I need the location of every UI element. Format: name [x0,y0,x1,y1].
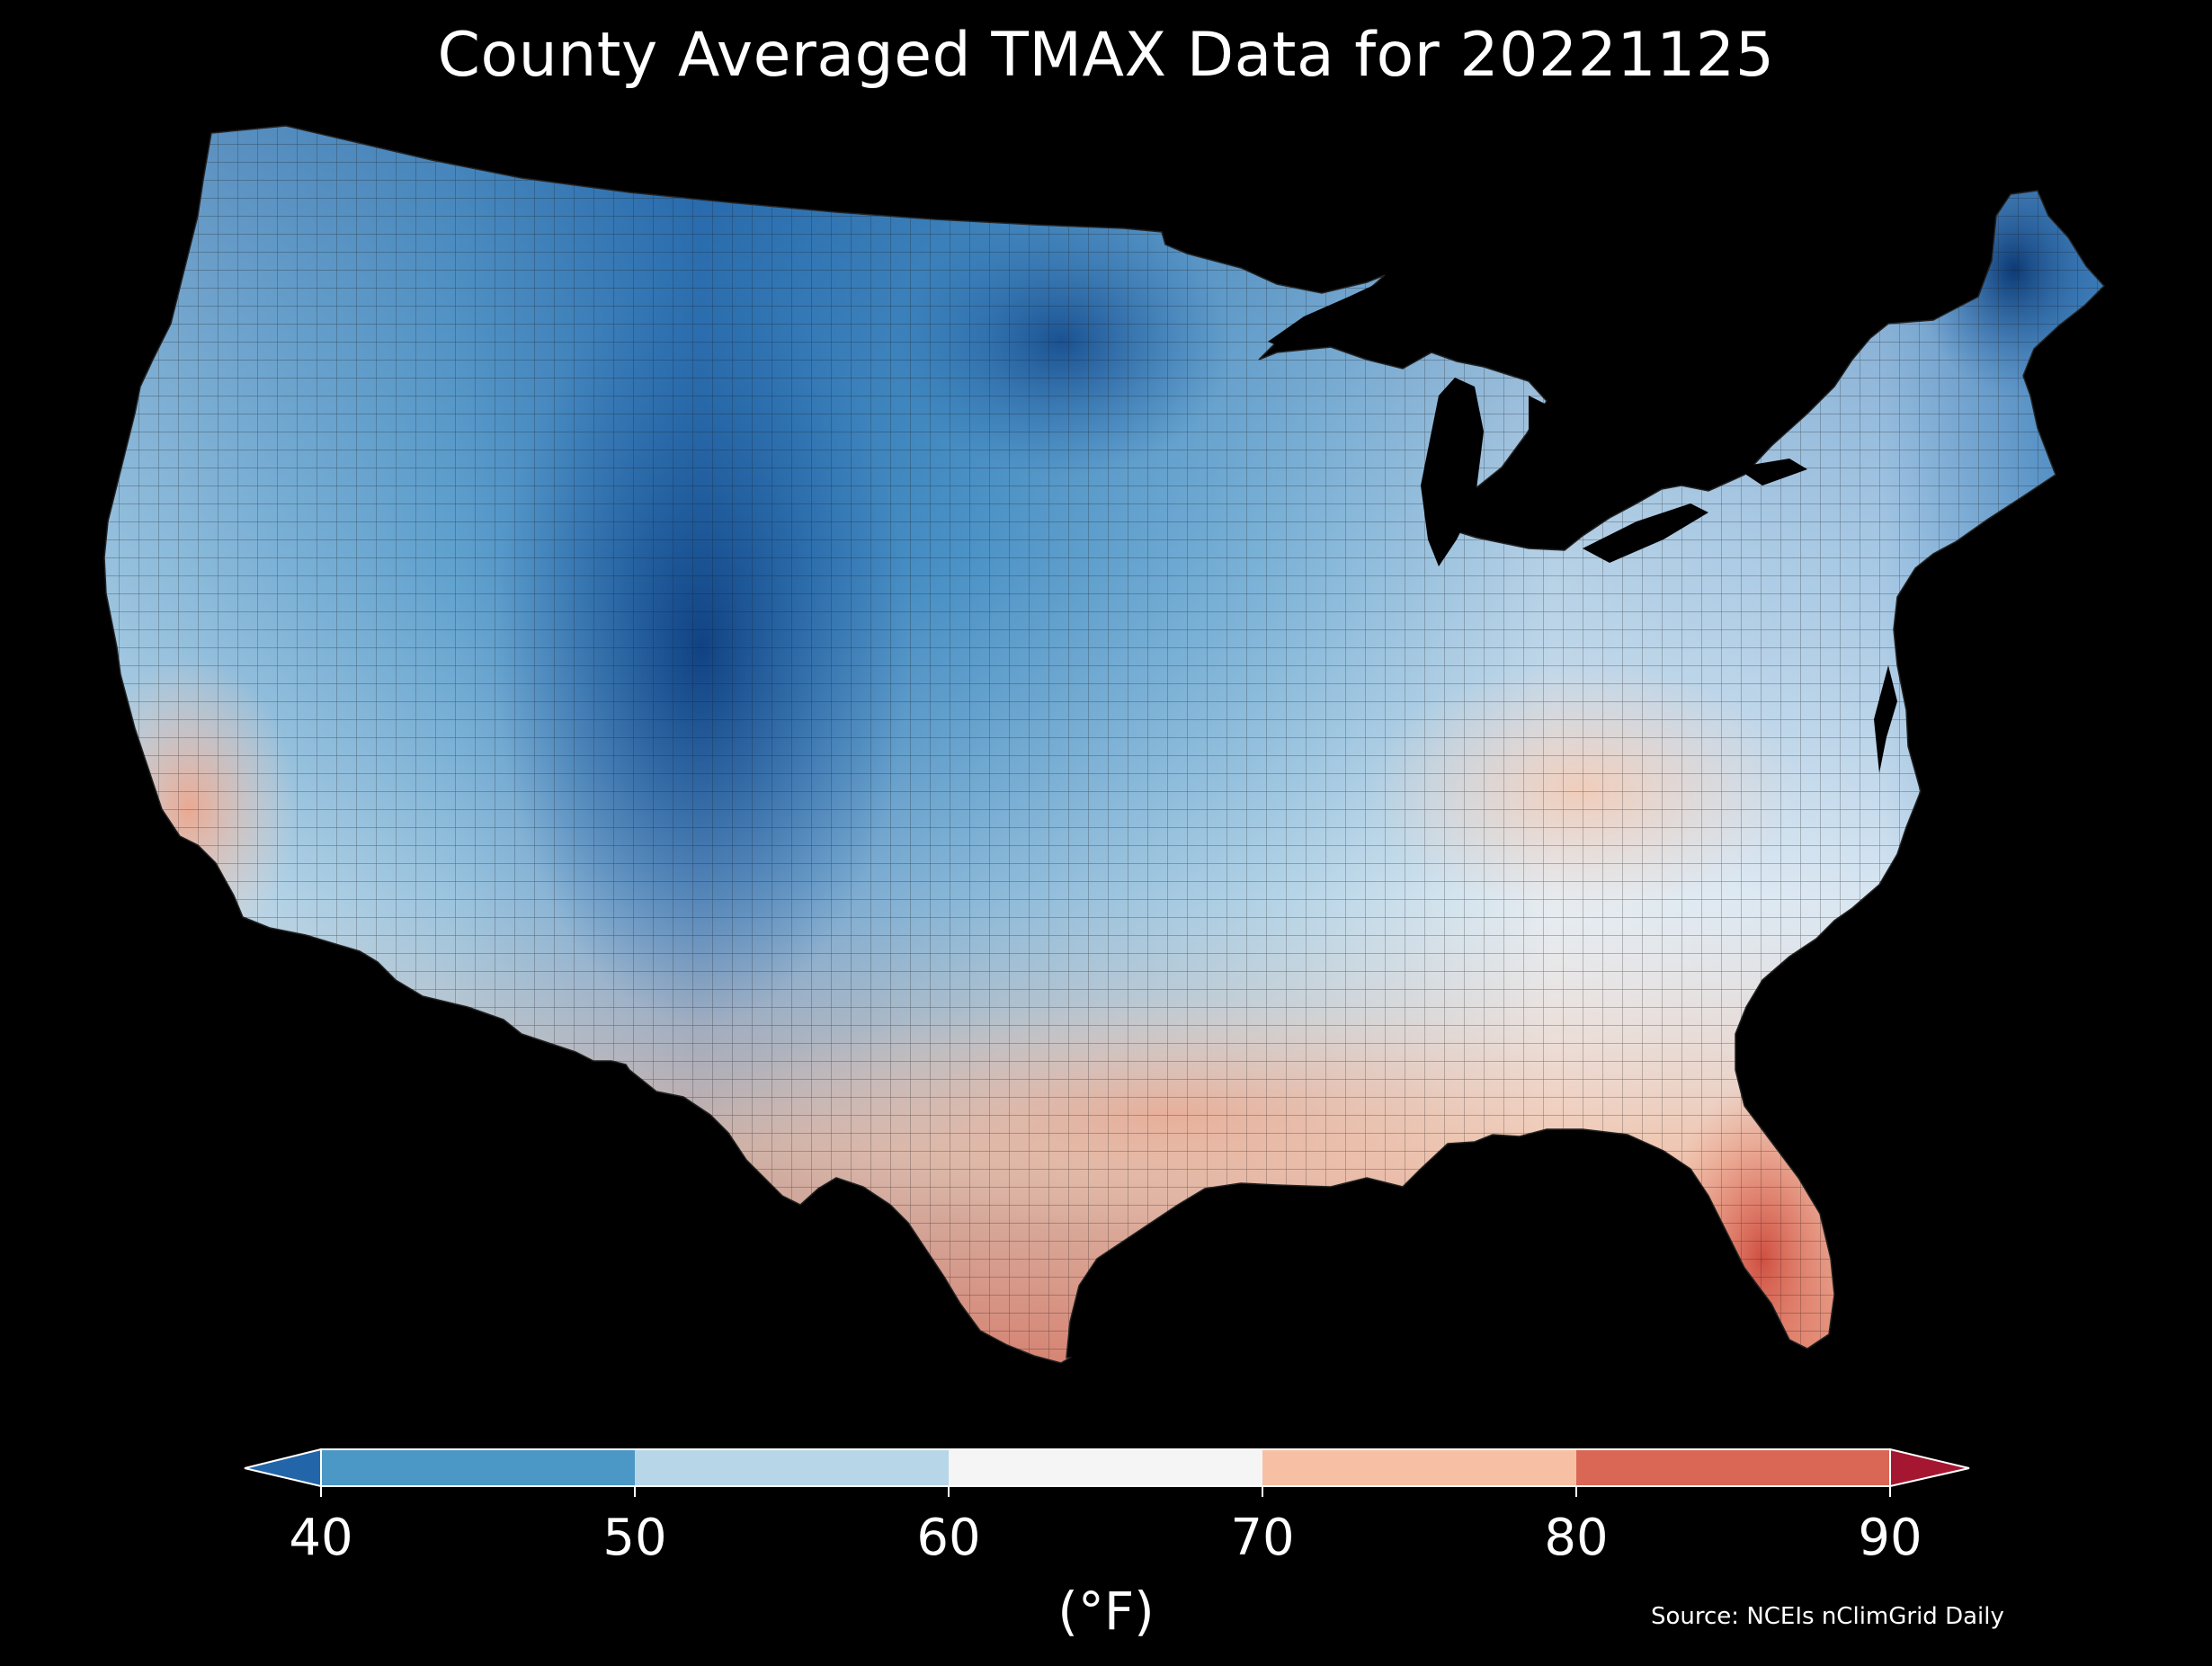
colorbar-bin-70-80 [1262,1449,1576,1486]
colorbar-under-extension [244,1448,322,1488]
colorbar-tick-label: 80 [1544,1509,1609,1567]
source-credit: Source: NCEIs nClimGrid Daily [1651,1603,2004,1630]
chesapeake-bay [1874,665,1897,773]
colorbar-tick-label: 90 [1858,1509,1922,1567]
colorbar-tick-label: 70 [1230,1509,1295,1567]
colorbar-tick-label: 50 [602,1509,667,1567]
map-title: County Averaged TMAX Data for 20221125 [437,20,1775,91]
colorbar-tick-label: 40 [289,1509,353,1567]
colorbar-bin-60-70 [949,1449,1262,1486]
colorbar-ticks [320,1486,1891,1497]
colorbar-bin-80-90 [1576,1449,1890,1486]
colorbar-unit-label: (°F) [1057,1581,1155,1642]
lake-michigan [1421,378,1484,566]
colorbar-frame [320,1448,1891,1487]
colorbar-bin-50-60 [635,1449,949,1486]
lake-ontario [1735,459,1807,486]
lake-superior [1268,284,1376,349]
colorbar-bin-40-50 [321,1449,635,1486]
colorbar-tick-label: 60 [916,1509,981,1567]
lake-erie [1583,503,1708,563]
lake-huron [1529,396,1592,503]
colorbar-over-extension [1889,1448,1970,1488]
